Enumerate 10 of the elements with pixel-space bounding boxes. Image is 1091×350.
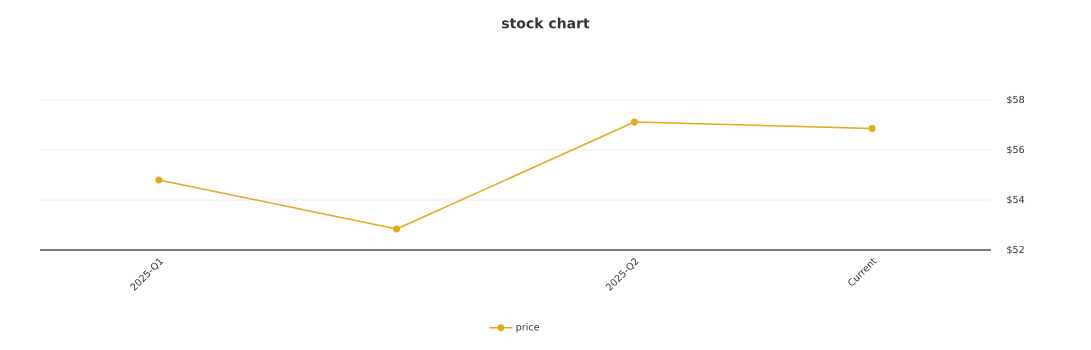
point [630,118,638,126]
point [868,125,876,132]
legend-label: price [516,323,540,333]
point [155,176,163,184]
y-tick-label: $58 [1007,95,1025,105]
chart-title: stock chart [502,17,590,29]
y-tick-label: $56 [1007,145,1025,155]
y-tick-label: $52 [1007,245,1024,255]
y-tick-label: $54 [1007,195,1025,205]
point [393,225,401,233]
